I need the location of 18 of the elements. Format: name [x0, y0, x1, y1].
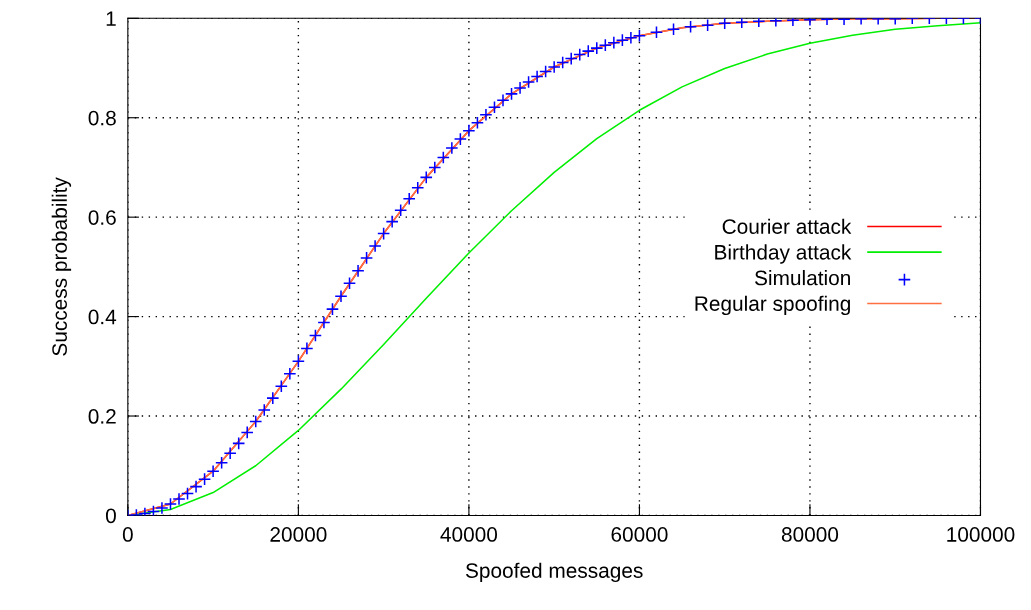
- legend-label: Simulation: [755, 270, 850, 286]
- x-tick-label: 0: [122, 527, 133, 542]
- x-tick-label: 100000: [947, 527, 1015, 542]
- y-tick-label: 0.2: [88, 409, 116, 424]
- x-tick-label: 20000: [270, 527, 327, 542]
- legend-label: Regular spoofing: [695, 295, 850, 316]
- y-axis-title: Success probability: [51, 177, 72, 356]
- legend-label: Birthday attack: [715, 244, 852, 264]
- y-tick-label: 0.6: [88, 210, 116, 225]
- x-tick-label: 60000: [611, 527, 668, 542]
- y-tick-label: 0: [105, 508, 116, 524]
- legend-label: Courier attack: [722, 218, 852, 234]
- x-tick-label: 80000: [781, 527, 839, 542]
- y-tick-label: 1: [106, 11, 116, 26]
- y-tick-label: 0.8: [88, 110, 116, 126]
- x-tick-label: 40000: [440, 527, 498, 542]
- x-axis-title: Spoofed messages: [465, 562, 643, 583]
- y-tick-label: 0.4: [88, 309, 117, 325]
